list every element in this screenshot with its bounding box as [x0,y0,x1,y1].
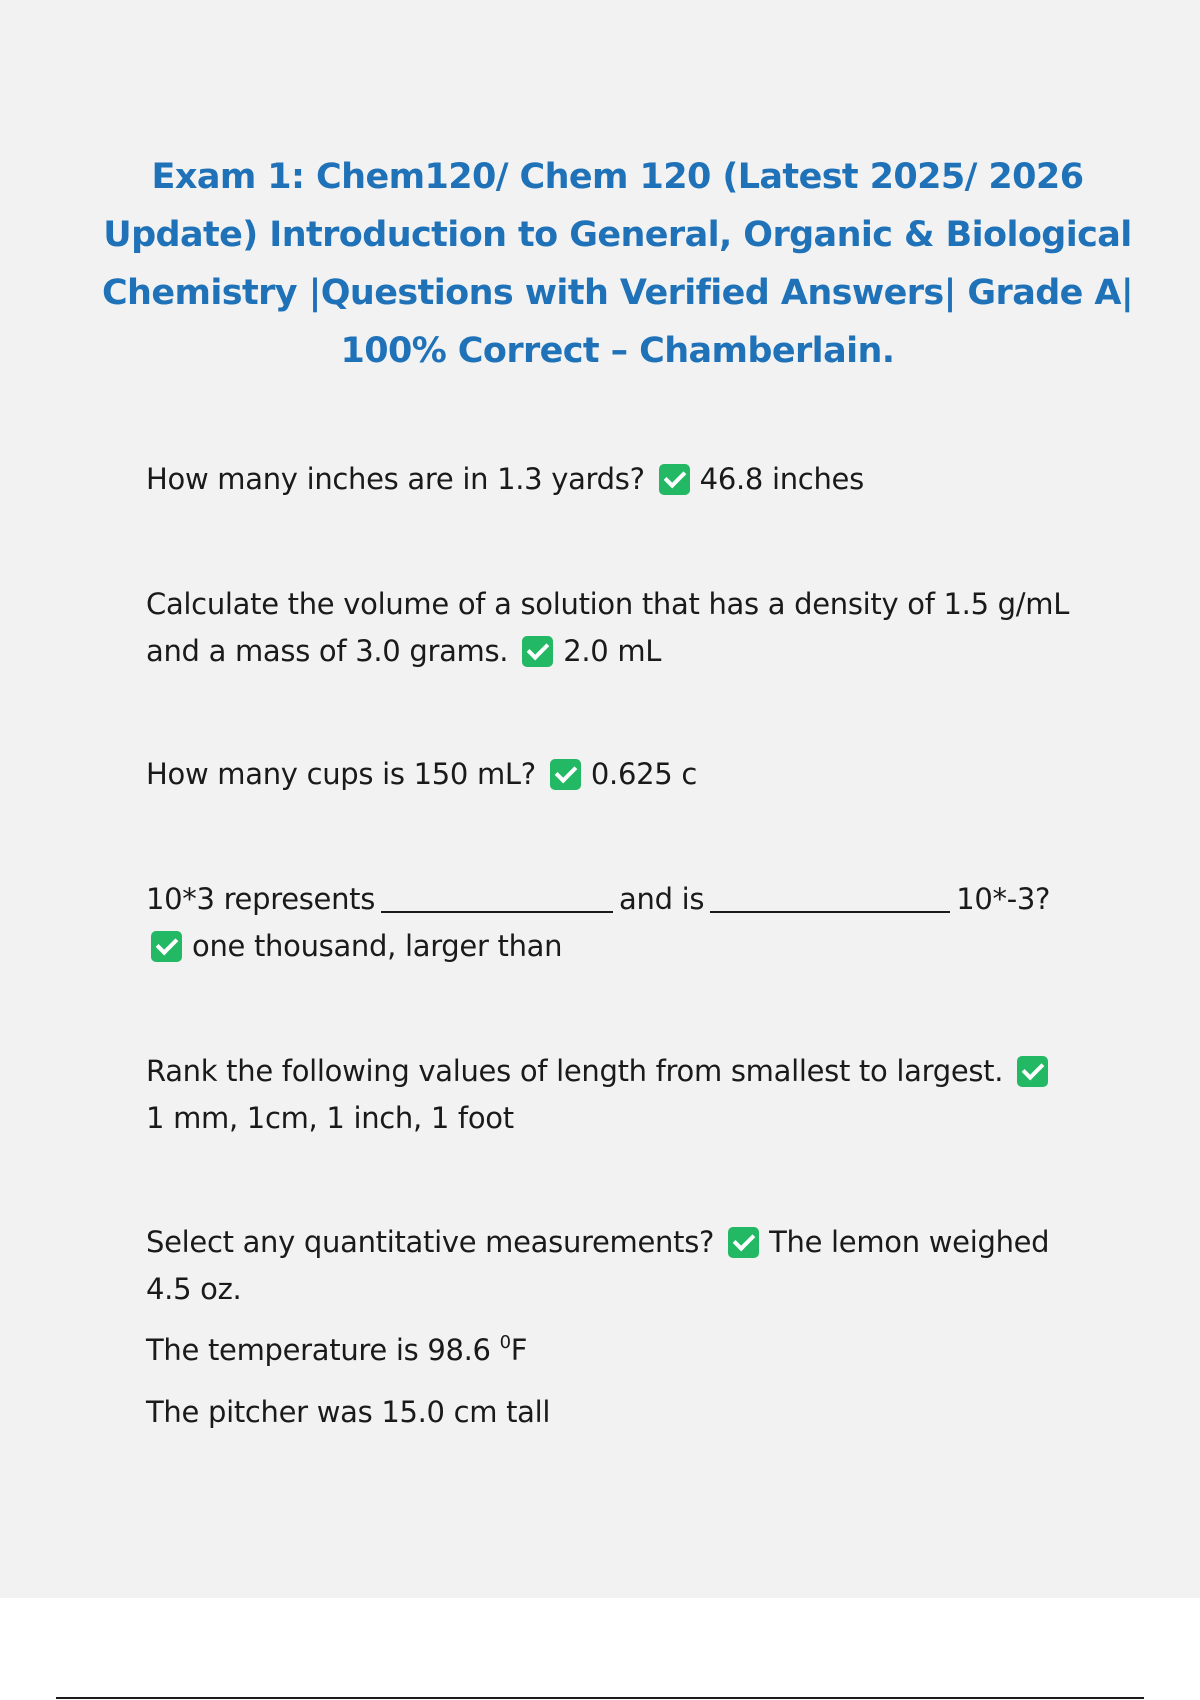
question-text-part2: and is [619,882,705,916]
measurement-text: The temperature is 98.6 [146,1333,491,1367]
question-text: Rank the following values of length from… [146,1054,1004,1088]
qa-item-6-extra-line-2: The pitcher was 15.0 cm tall [146,1389,1086,1436]
check-mark-box-icon [658,464,690,495]
check-mark-box-icon [549,759,581,790]
qa-item-5: Rank the following values of length from… [146,1048,1086,1142]
unit-text: F [510,1333,528,1367]
qa-item-2: Calculate the volume of a solution that … [146,581,1086,675]
document-title: Exam 1: Chem120/ Chem 120 (Latest 2025/ … [101,157,1134,371]
question-text: Calculate the volume of a solution that … [146,587,1070,668]
footer-rule [56,1697,1144,1699]
answer-text: 1 mm, 1cm, 1 inch, 1 foot [146,1101,514,1135]
answer-text: 0.625 c [590,757,697,791]
degree-superscript: 0 [499,1332,511,1353]
answer-text: one thousand, larger than [192,929,563,963]
answer-text: The lemon weighed 4.5 oz. [146,1225,1050,1306]
check-mark-box-icon [728,1227,760,1258]
fill-in-blank [710,879,951,913]
check-mark-box-icon [1017,1056,1049,1087]
measurement-text: The pitcher was 15.0 cm tall [146,1395,551,1429]
qa-item-1: How many inches are in 1.3 yards? 46.8 in… [146,456,1086,503]
question-text: How many inches are in 1.3 yards? [146,462,645,496]
question-text-part3: 10*-3? [956,882,1051,916]
page-sheet [0,0,1200,1598]
qa-item-6: Select any quantitative measurements? The… [146,1219,1086,1313]
qa-item-6-extra-line-1: The temperature is 98.6 0F [146,1327,1086,1374]
question-text: How many cups is 150 mL? [146,757,536,791]
qa-item-3: How many cups is 150 mL? 0.625 c [146,751,1086,798]
answer-text: 2.0 mL [563,634,662,668]
fill-in-blank [381,879,614,913]
question-text-part1: 10*3 represents [146,882,376,916]
answer-text: 46.8 inches [699,462,865,496]
check-mark-box-icon [151,931,182,962]
question-text: Select any quantitative measurements? [146,1225,715,1259]
qa-item-4: 10*3 represents and is 10*-3? one thousand,… [146,876,1086,970]
check-mark-box-icon [522,636,554,667]
